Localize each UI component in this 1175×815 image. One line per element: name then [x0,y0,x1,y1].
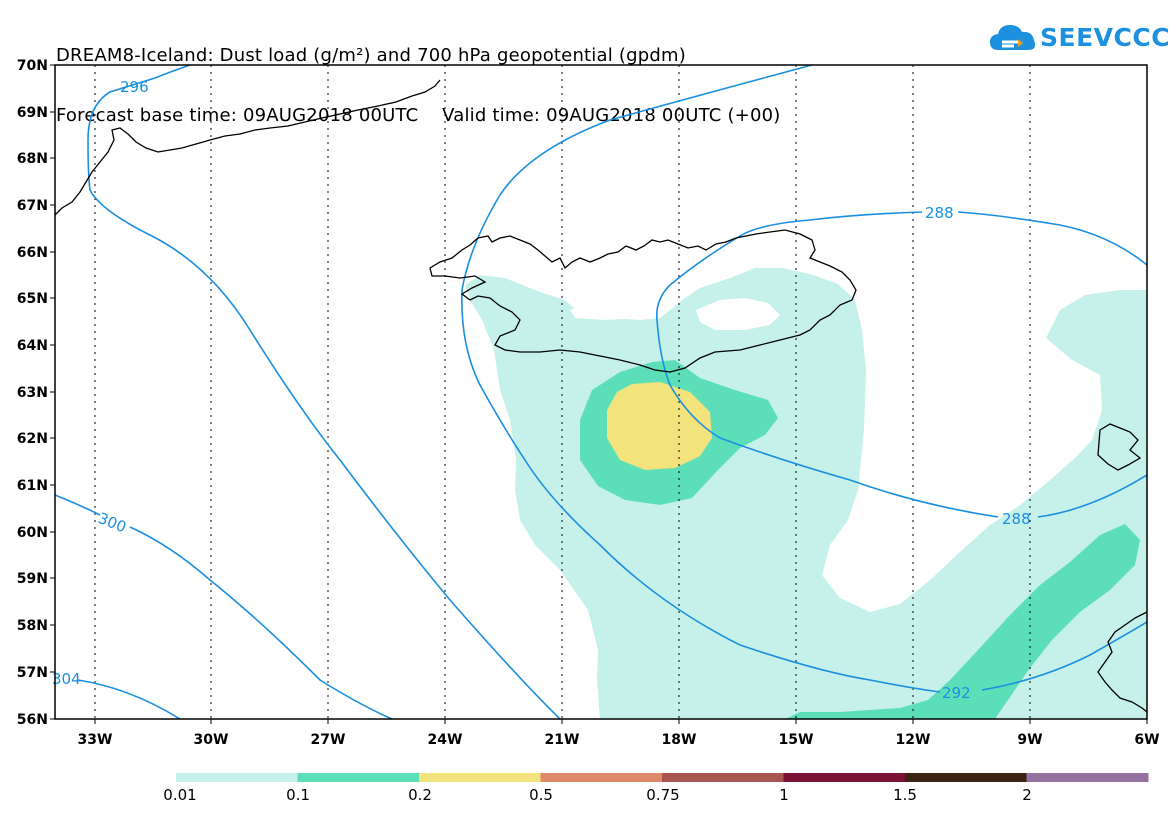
lat-label: 66N [17,245,48,261]
coastlines [55,79,1147,713]
tick-marks [50,64,1148,724]
colorbar-label: 0.01 [163,786,197,804]
lat-label: 63N [17,385,48,401]
colorbar-segment [419,773,541,782]
title-line-2: Forecast base time: 09AUG2018 00UTC Vali… [56,105,781,126]
contour-label-292: 292 [942,684,971,702]
seevccc-logo: SEEVCCC [988,20,1170,56]
title-line-1: DREAM8-Iceland: Dust load (g/m²) and 700… [56,45,686,66]
dust-region-light [465,268,1147,719]
colorbar [176,773,1149,782]
lon-label: 21W [545,732,580,748]
lon-label: 30W [194,732,229,748]
iceland-coastline [429,229,857,373]
lon-label: 24W [428,732,463,748]
colorbar-segment [662,773,784,782]
lon-label: 18W [662,732,697,748]
colorbar-segment [783,773,906,782]
contour-label-300: 300 [96,509,129,536]
colorbar-segment [176,773,298,782]
lat-label: 65N [17,291,48,307]
greenland-coastline [55,79,441,216]
lon-label: 33W [78,732,113,748]
colorbar-label: 0.5 [529,786,553,804]
lat-label: 59N [17,571,48,587]
contour-296 [87,65,561,719]
contour-label-288-right: 288 [1002,510,1031,528]
contour-label-304: 304 [52,670,81,688]
contour-288-a [461,65,941,693]
faroe-coastline [1097,423,1142,471]
logo-text: SEEVCCC [1040,23,1171,52]
contour-300 [55,494,393,719]
lat-label: 62N [17,431,48,447]
latitude-labels: 70N 69N 68N 67N 66N 65N 64N 63N 62N 61N … [17,58,48,728]
lat-label: 57N [17,665,48,681]
lat-label: 61N [17,478,48,494]
colorbar-label: 0.2 [408,786,432,804]
contour-label-288-top: 288 [925,204,954,222]
colorbar-label: 1.5 [893,786,917,804]
colorbar-segment [297,773,420,782]
contour-labels: 296 300 304 288 288 292 [52,78,1031,702]
lat-label: 64N [17,338,48,354]
colorbar-segment [905,773,1027,782]
scotland-coastline [1097,611,1147,713]
contour-label-296: 296 [120,78,149,96]
colorbar-label: 0.75 [646,786,680,804]
colorbar-label: 2 [1022,786,1032,804]
lon-label: 12W [896,732,931,748]
lat-label: 58N [17,618,48,634]
colorbar-label: 0.1 [286,786,310,804]
cloud-icon [990,25,1036,50]
colorbar-label: 1 [779,786,789,804]
contour-288-b [655,211,1147,518]
longitude-labels: 33W 30W 27W 24W 21W 18W 15W 12W 9W 6W [78,732,1160,748]
dust-region-band [785,524,1140,719]
lon-label: 9W [1017,732,1042,748]
lon-label: 6W [1134,732,1159,748]
lat-label: 70N [17,58,48,74]
contour-292 [981,621,1147,691]
dust-shading [465,268,1147,719]
lat-label: 68N [17,151,48,167]
contour-304 [77,679,181,719]
colorbar-segment [1026,773,1149,782]
map-title: DREAM8-Iceland: Dust load (g/m²) and 700… [56,6,780,146]
geopotential-contours [55,65,1147,719]
lat-label: 67N [17,198,48,214]
lat-label: 69N [17,105,48,121]
lat-label: 56N [17,712,48,728]
colorbar-segment [540,773,663,782]
lat-label: 60N [17,525,48,541]
lon-label: 27W [311,732,346,748]
dust-region-high [607,382,712,470]
lon-label: 15W [779,732,814,748]
